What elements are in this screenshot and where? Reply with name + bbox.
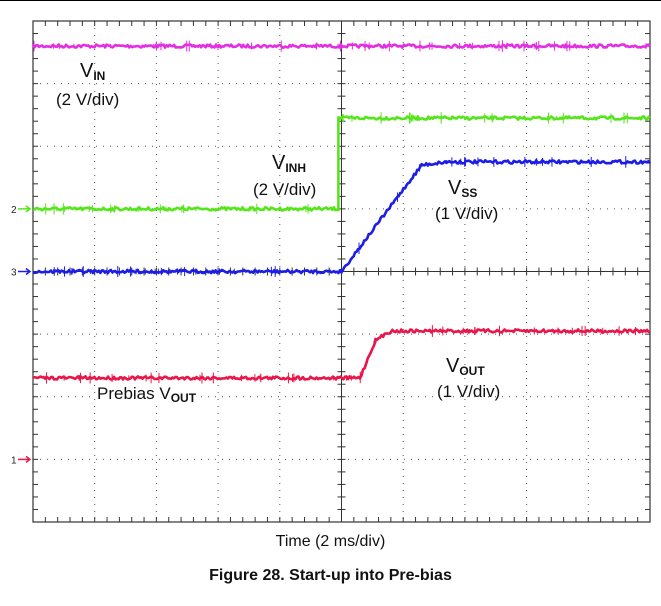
vinh-scale-label: (2 V/div): [253, 180, 317, 199]
vout-label: VOUT: [446, 355, 485, 378]
trace-vinh: [32, 115, 651, 212]
x-axis-title: Time (2 ms/div): [275, 533, 386, 550]
channel-marker-1: 1: [11, 455, 17, 466]
channel-marker-2: 2: [11, 205, 17, 216]
prebias-vout-label: Prebias VOUT: [96, 384, 198, 405]
trace-vout: [33, 328, 651, 381]
channel-marker-arrow-3: [18, 267, 32, 276]
channel-marker-arrow-1: [18, 455, 32, 463]
channel-marker-arrow-2: [18, 205, 32, 213]
vss-label: VSS: [448, 177, 478, 200]
vinh-label: VINH: [272, 152, 307, 175]
vout-scale-label: (1 V/div): [437, 382, 501, 401]
vin-label: VIN: [80, 60, 106, 83]
figure-caption: Figure 28. Start-up into Pre-bias: [209, 567, 452, 584]
vin-scale-label: (2 V/div): [56, 90, 120, 109]
channel-marker-3: 3: [11, 268, 17, 279]
top-rule: [0, 0, 661, 1]
oscilloscope-plot: 2 3 1: [11, 20, 652, 523]
vss-scale-label: (1 V/div): [435, 204, 499, 223]
